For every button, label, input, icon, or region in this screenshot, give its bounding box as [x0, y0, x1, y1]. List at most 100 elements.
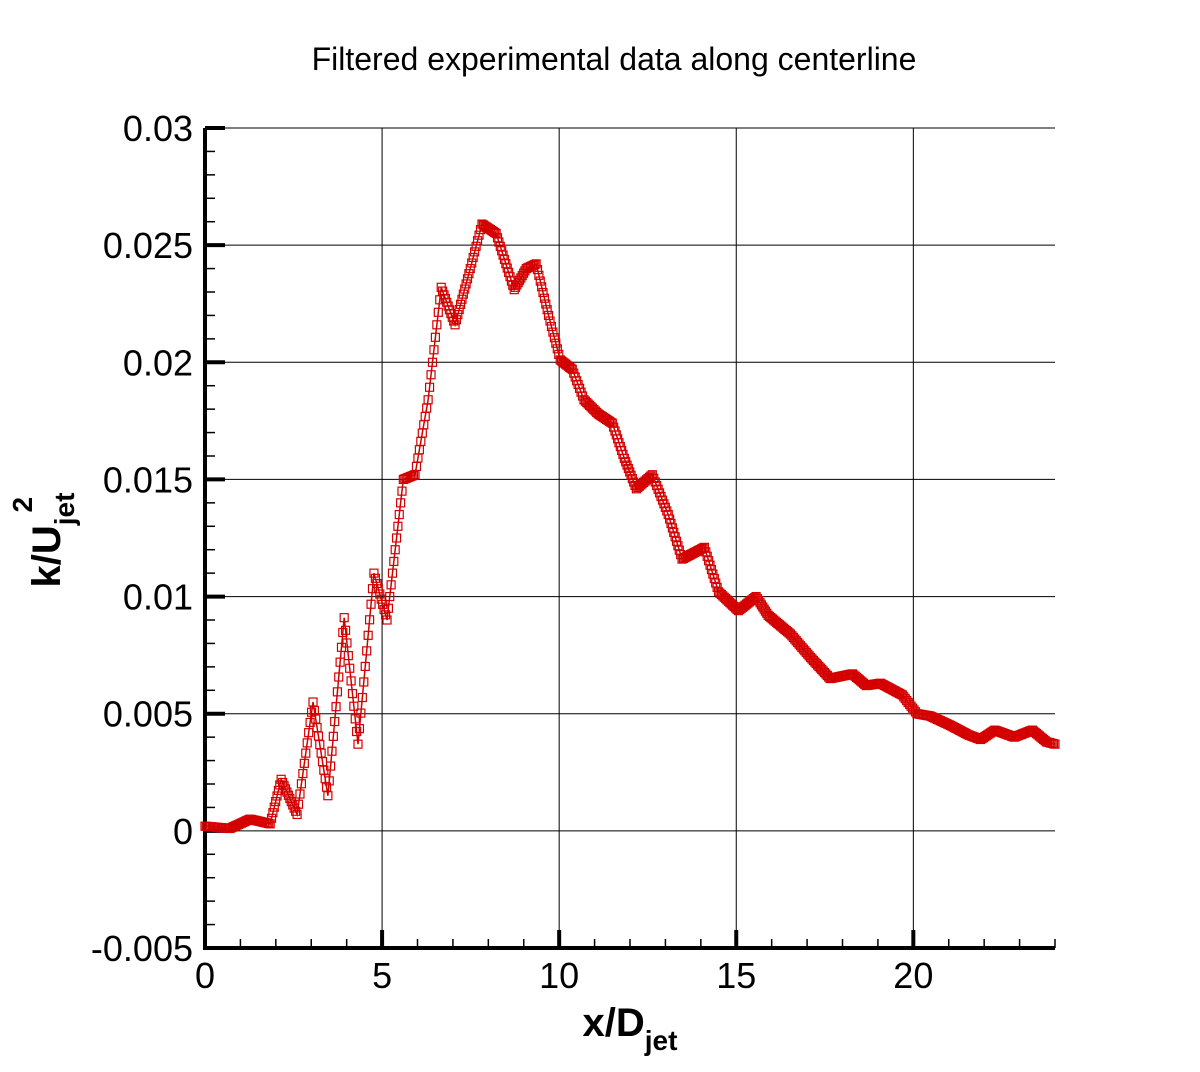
- data-point: [433, 307, 443, 317]
- data-point: [364, 615, 375, 625]
- data-point: [534, 270, 544, 280]
- data-point: [373, 584, 383, 594]
- y-axis-label: k/Ujet 2: [7, 493, 80, 588]
- data-point: [539, 293, 550, 303]
- y-tick-label: -0.005: [91, 928, 193, 969]
- data-point: [332, 687, 342, 697]
- data-point: [331, 702, 341, 712]
- data-point: [552, 344, 562, 354]
- data-point: [541, 299, 551, 309]
- data-point: [542, 305, 552, 315]
- data-point: [566, 363, 576, 373]
- data-point: [1050, 739, 1060, 749]
- chart-title: Filtered experimental data along centerl…: [312, 41, 917, 77]
- data-point: [537, 282, 547, 292]
- data-point: [432, 320, 442, 330]
- data-point: [342, 638, 352, 648]
- data-point: [330, 716, 340, 727]
- data-point: [372, 578, 382, 589]
- data-point: [460, 284, 470, 294]
- data-point: [470, 247, 480, 257]
- data-point: [328, 731, 338, 741]
- data-point: [346, 676, 356, 686]
- data-point: [335, 657, 345, 667]
- data-point: [531, 259, 541, 269]
- axes: [203, 126, 1056, 950]
- data-point: [334, 672, 344, 682]
- data-point: [280, 784, 291, 794]
- data-point: [353, 739, 363, 749]
- data-point: [338, 627, 348, 638]
- data-point: [268, 808, 278, 818]
- data-point: [623, 463, 633, 474]
- data-point: [621, 457, 631, 467]
- data-point: [352, 726, 362, 737]
- data-point: [302, 738, 312, 748]
- data-point: [362, 646, 372, 656]
- data-point: [347, 688, 358, 699]
- data-point: [299, 758, 309, 768]
- data-point: [532, 265, 543, 275]
- data-point: [430, 332, 441, 342]
- data-point: [293, 799, 304, 809]
- y-tick-label: 0.02: [123, 342, 193, 383]
- data-point: [385, 591, 395, 602]
- data-point: [350, 714, 360, 724]
- data-point: [265, 819, 275, 829]
- x-tick-label: 5: [372, 955, 392, 996]
- data-point: [454, 304, 464, 315]
- grid: [205, 127, 1055, 948]
- data-point: [397, 486, 407, 496]
- y-tick-label: 0.015: [103, 459, 193, 500]
- data-point: [467, 258, 477, 268]
- data-point: [356, 708, 366, 718]
- data-point: [324, 776, 334, 786]
- data-point: [304, 728, 314, 738]
- data-point: [340, 625, 351, 635]
- data-point: [457, 294, 467, 304]
- data-point: [627, 474, 637, 484]
- y-tick-label: 0.01: [123, 577, 193, 618]
- data-point: [549, 333, 559, 343]
- y-tick-label: 0.025: [103, 225, 193, 266]
- data-point: [285, 793, 295, 804]
- data-point: [471, 241, 481, 251]
- data-point: [548, 327, 558, 337]
- data-point: [339, 613, 349, 623]
- data-point: [451, 315, 462, 325]
- data-point: [359, 677, 369, 687]
- data-point: [279, 781, 289, 791]
- data-point: [286, 797, 296, 807]
- data-point: [455, 299, 466, 309]
- data-point: [370, 573, 380, 583]
- series-line: [204, 222, 1056, 830]
- data-point: [266, 813, 277, 823]
- data-point: [625, 467, 635, 477]
- data-point: [468, 252, 478, 263]
- data-series: [200, 219, 1060, 834]
- data-point: [277, 777, 288, 788]
- data-point: [292, 809, 302, 820]
- data-point: [382, 615, 392, 625]
- tick-labels: 0 5 10 15 20-0.00500.0050.010.0150.020.0250.…: [91, 108, 933, 996]
- data-point: [538, 287, 548, 298]
- data-point: [464, 269, 474, 279]
- data-point: [389, 556, 399, 567]
- data-point: [326, 761, 336, 771]
- data-point: [282, 787, 292, 797]
- data-point: [343, 651, 353, 661]
- data-point: [323, 791, 333, 801]
- data-point: [606, 417, 616, 427]
- data-point: [472, 236, 483, 246]
- data-point: [619, 453, 629, 463]
- data-point: [543, 310, 554, 321]
- x-axis-label-main: x/D: [583, 1001, 645, 1045]
- y-tick-label: 0.03: [123, 108, 193, 149]
- data-point: [272, 791, 282, 801]
- x-axis-label-sub: jet: [644, 1025, 678, 1056]
- data-point: [301, 748, 311, 758]
- data-point: [298, 768, 308, 779]
- data-point: [535, 276, 545, 286]
- data-point: [276, 774, 286, 784]
